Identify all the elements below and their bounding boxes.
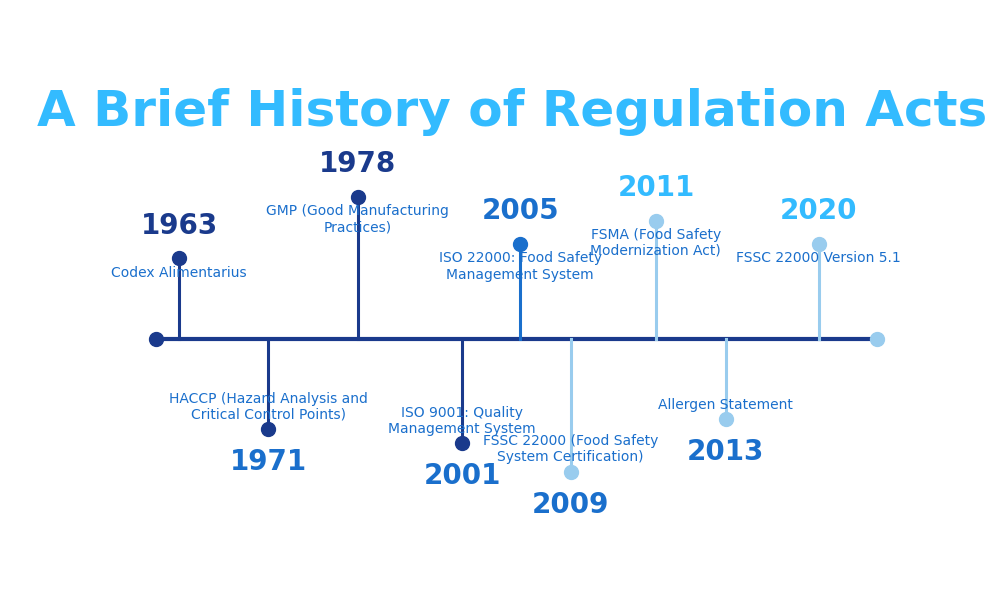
Text: 2013: 2013 [687, 438, 764, 466]
Text: FSSC 22000 Version 5.1: FSSC 22000 Version 5.1 [736, 252, 901, 266]
Text: FSMA (Food Safety
Modernization Act): FSMA (Food Safety Modernization Act) [590, 228, 721, 258]
Text: HACCP (Hazard Analysis and
Critical Control Points): HACCP (Hazard Analysis and Critical Cont… [169, 392, 368, 422]
Text: A Brief History of Regulation Acts: A Brief History of Regulation Acts [37, 88, 988, 136]
Text: 2009: 2009 [532, 491, 609, 518]
Text: 2005: 2005 [481, 197, 559, 225]
Text: 1963: 1963 [141, 212, 218, 239]
Text: FSSC 22000 (Food Safety
System Certification): FSSC 22000 (Food Safety System Certifica… [483, 434, 658, 464]
Text: 2011: 2011 [617, 173, 694, 202]
Text: Allergen Statement: Allergen Statement [658, 399, 793, 413]
Text: ISO 22000: Food Safety
Management System: ISO 22000: Food Safety Management System [439, 252, 602, 282]
Text: 1978: 1978 [319, 150, 396, 178]
Text: Codex Alimentarius: Codex Alimentarius [111, 266, 247, 280]
Text: 1971: 1971 [230, 448, 307, 476]
Text: 2020: 2020 [780, 197, 857, 225]
Text: ISO 9001: Quality
Management System: ISO 9001: Quality Management System [388, 406, 536, 436]
Text: 2001: 2001 [423, 462, 501, 490]
Text: GMP (Good Manufacturing
Practices): GMP (Good Manufacturing Practices) [266, 204, 449, 234]
